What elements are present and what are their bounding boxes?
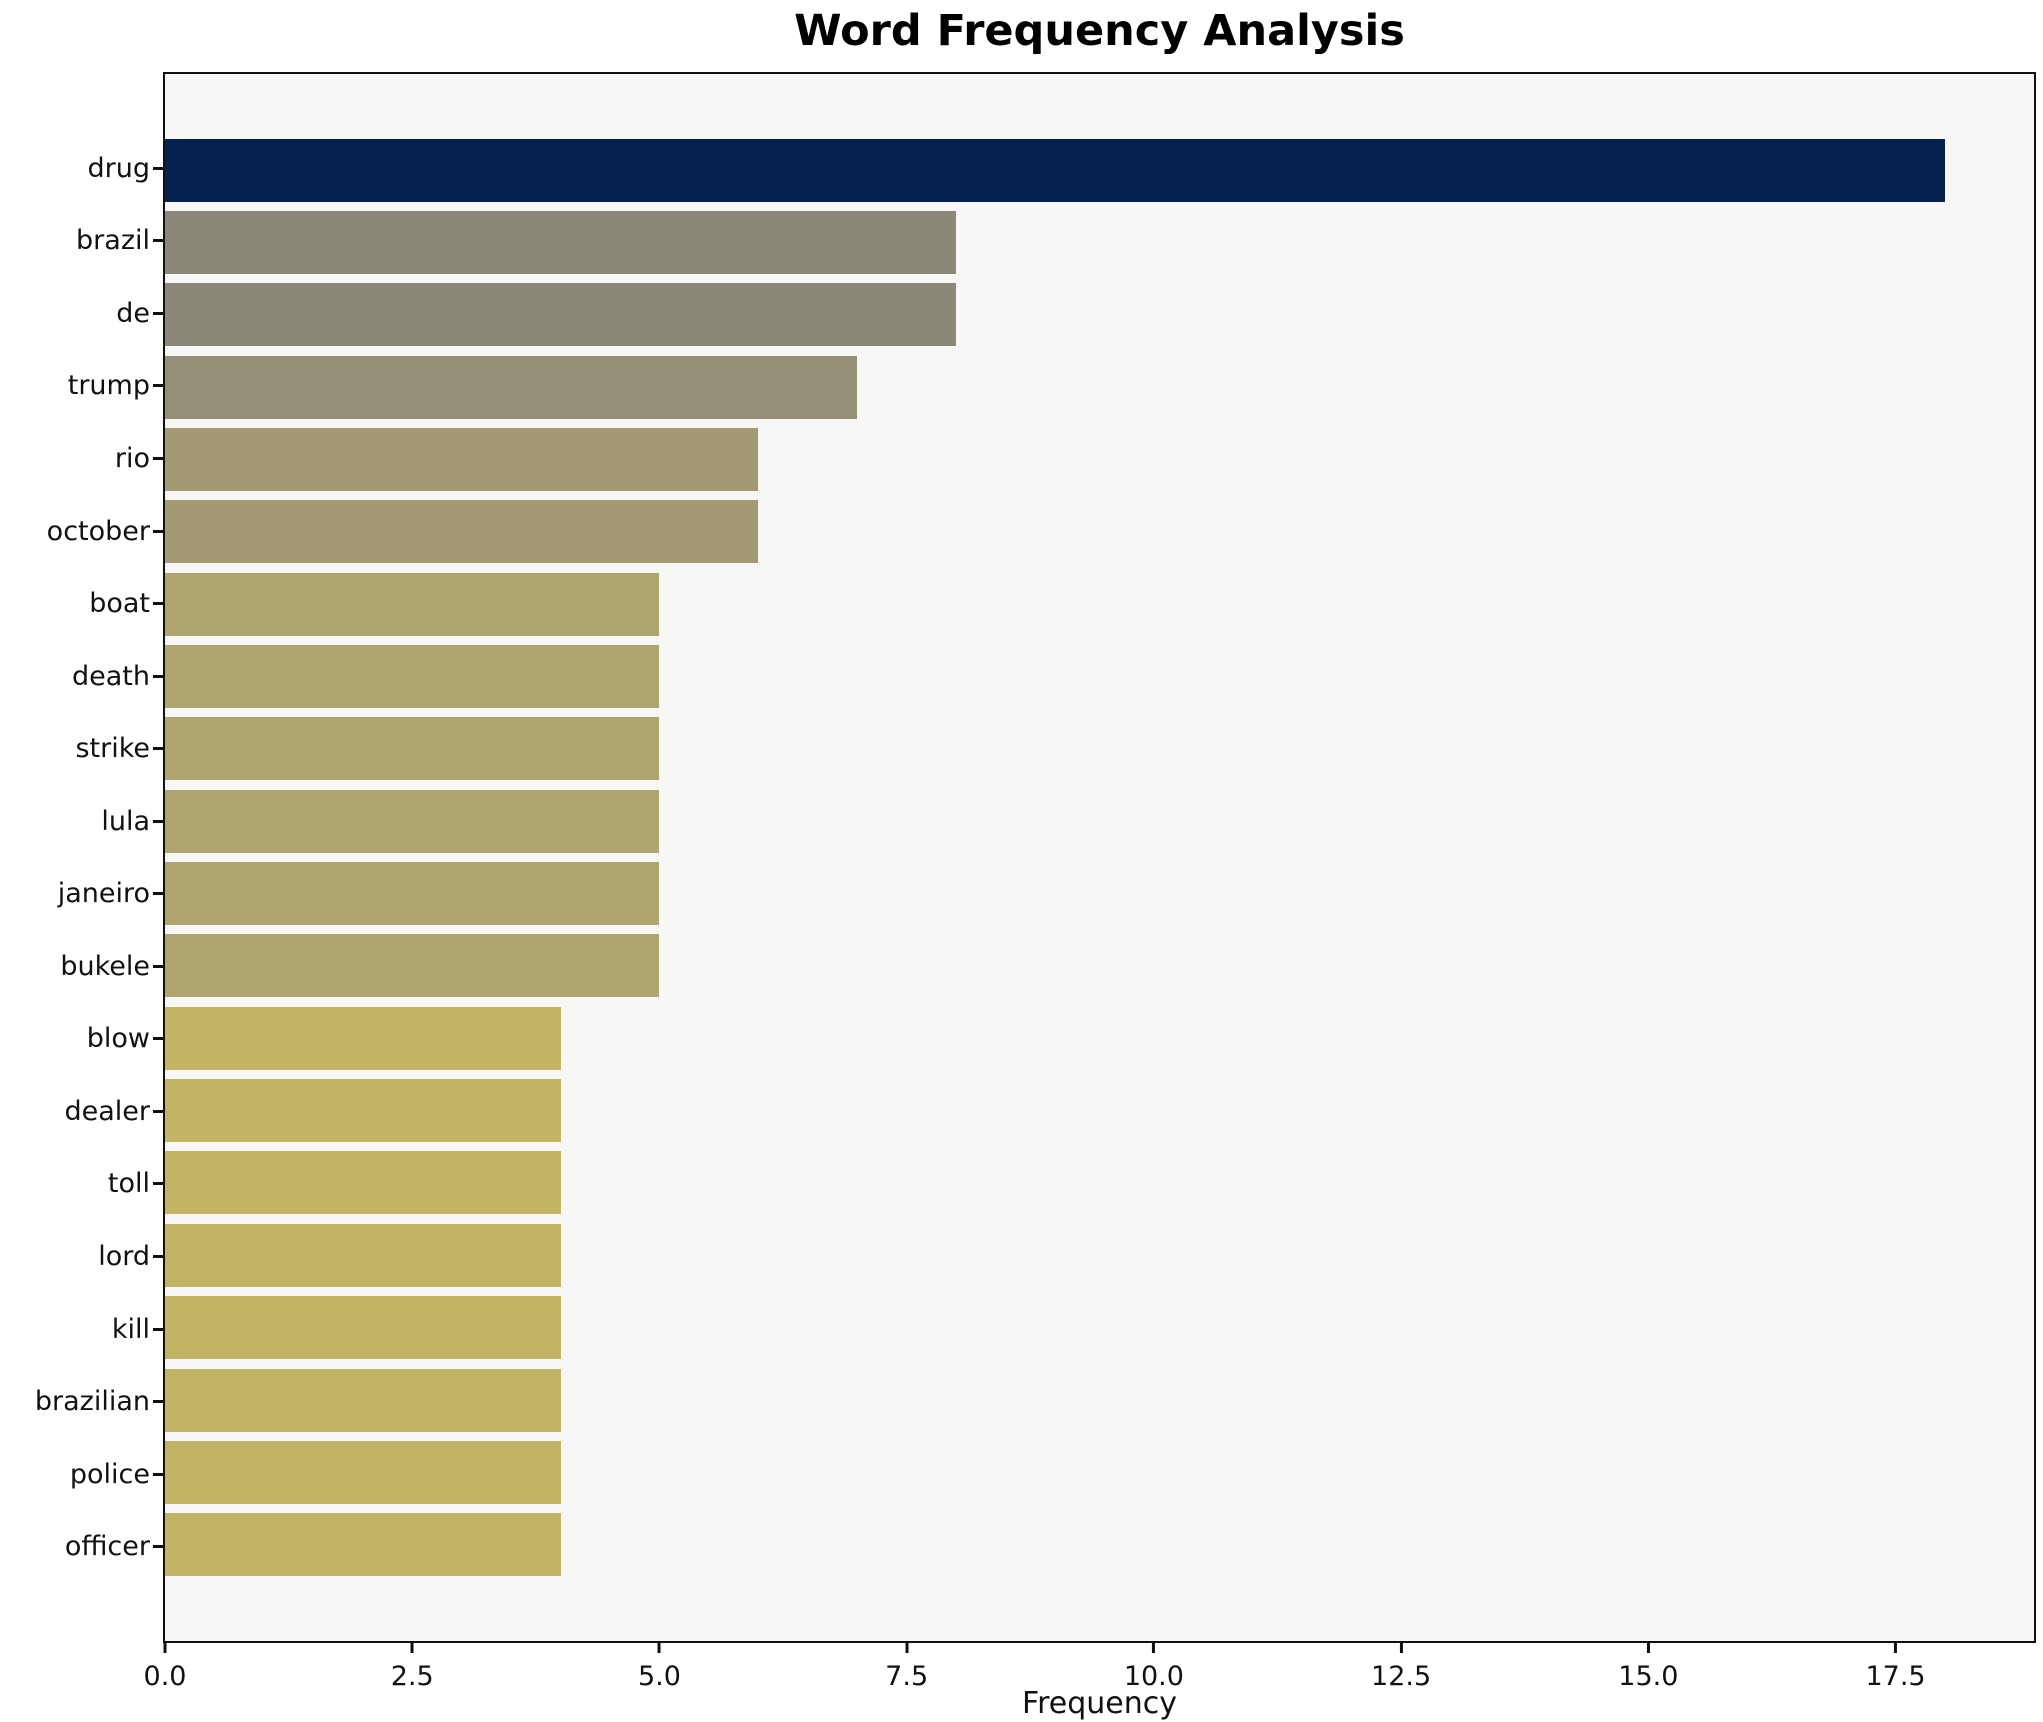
bar-row (165, 134, 2034, 206)
bar-toll (165, 1151, 561, 1215)
y-tick (153, 1510, 163, 1583)
y-label-brazilian: brazilian (34, 1386, 150, 1418)
x-tick-15.0: 15.0 (1618, 1643, 1678, 1692)
y-tick (153, 712, 163, 785)
bar-row (165, 496, 2034, 568)
y-tick (153, 857, 163, 930)
y-label-kill: kill (111, 1313, 150, 1345)
y-tick (153, 1365, 163, 1438)
bar-row (165, 857, 2034, 929)
y-label-death: death (72, 660, 150, 692)
y-label-drug: drug (87, 152, 151, 184)
y-label-dealer: dealer (64, 1095, 150, 1127)
chart-title: Word Frequency Analysis (794, 6, 1405, 56)
bar-row (165, 1147, 2034, 1219)
bar-lula (165, 789, 660, 853)
x-tick-0.0: 0.0 (144, 1643, 186, 1692)
y-tick (153, 422, 163, 495)
bar-rio (165, 428, 759, 492)
y-tick (153, 205, 163, 278)
bar-series (165, 74, 2034, 1641)
y-label-lula: lula (101, 805, 150, 837)
y-label-blow: blow (86, 1023, 150, 1055)
y-label-officer: officer (64, 1531, 150, 1563)
bar-october (165, 500, 759, 564)
bar-strike (165, 717, 660, 781)
x-tick-7.5: 7.5 (885, 1643, 928, 1692)
bar-bukele (165, 934, 660, 998)
bar-trump (165, 355, 858, 419)
y-tick (153, 1220, 163, 1293)
bar-de (165, 283, 957, 347)
y-axis-ticks (153, 72, 163, 1643)
bar-kill (165, 1296, 561, 1360)
y-tick (153, 132, 163, 205)
y-label-bukele: bukele (60, 950, 150, 982)
y-tick (153, 1293, 163, 1366)
bar-brazil (165, 211, 957, 275)
bar-row (165, 1292, 2034, 1364)
bar-janeiro (165, 862, 660, 926)
bar-row (165, 640, 2034, 712)
bar-brazilian (165, 1368, 561, 1432)
bar-row (165, 785, 2034, 857)
y-axis-labels: drug brazil de trump rio october boat death stri… (0, 72, 150, 1643)
x-tick-12.5: 12.5 (1371, 1643, 1431, 1692)
y-label-lord: lord (98, 1240, 150, 1272)
x-tick-10.0: 10.0 (1124, 1643, 1184, 1692)
bar-row (165, 1074, 2034, 1146)
y-label-october: october (46, 515, 150, 547)
bar-row (165, 930, 2034, 1002)
plot-area (163, 72, 2036, 1643)
y-label-brazil: brazil (76, 225, 150, 257)
bar-boat (165, 572, 660, 636)
bar-row (165, 1002, 2034, 1074)
y-tick (153, 495, 163, 568)
bar-row (165, 279, 2034, 351)
bar-drug (165, 138, 1945, 202)
y-tick (153, 567, 163, 640)
y-label-janeiro: janeiro (57, 878, 150, 910)
y-label-de: de (116, 297, 150, 329)
bar-row (165, 351, 2034, 423)
bar-row (165, 423, 2034, 495)
y-label-trump: trump (67, 370, 150, 402)
y-tick (153, 640, 163, 713)
y-label-boat: boat (89, 588, 150, 620)
y-tick (153, 1003, 163, 1076)
x-tick-5.0: 5.0 (638, 1643, 681, 1692)
bar-row (165, 1219, 2034, 1291)
y-label-toll: toll (107, 1168, 150, 1200)
y-label-police: police (69, 1458, 150, 1490)
y-tick (153, 1148, 163, 1221)
y-tick (153, 1438, 163, 1511)
bar-row (165, 206, 2034, 278)
bar-row (165, 1509, 2034, 1581)
bar-lord (165, 1223, 561, 1287)
bar-dealer (165, 1079, 561, 1143)
bar-officer (165, 1513, 561, 1577)
y-tick (153, 785, 163, 858)
bar-police (165, 1440, 561, 1504)
bar-row (165, 1364, 2034, 1436)
y-tick (153, 277, 163, 350)
x-tick-17.5: 17.5 (1865, 1643, 1926, 1692)
y-tick (153, 350, 163, 423)
y-tick (153, 930, 163, 1003)
bar-blow (165, 1006, 561, 1070)
y-label-strike: strike (75, 733, 150, 765)
x-axis-label: Frequency (1022, 1686, 1177, 1721)
x-axis-ticks: 0.0 2.5 5.0 7.5 10.0 12.5 15.0 17.5 (144, 1643, 2034, 1713)
bar-row (165, 713, 2034, 785)
x-tick-2.5: 2.5 (391, 1643, 434, 1692)
y-tick (153, 1075, 163, 1148)
bar-row (165, 1436, 2034, 1508)
y-label-rio: rio (114, 442, 150, 474)
bar-row (165, 568, 2034, 640)
bar-death (165, 645, 660, 709)
